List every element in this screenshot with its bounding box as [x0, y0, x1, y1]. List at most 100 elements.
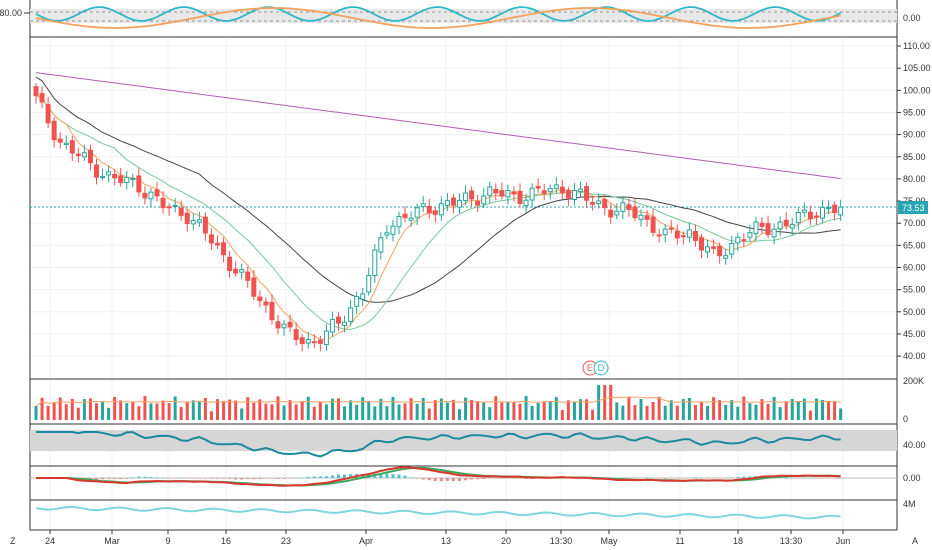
candle	[662, 224, 668, 243]
price-axis-label: 70.00	[903, 218, 926, 228]
volume-bar	[149, 403, 153, 420]
candle	[826, 200, 832, 215]
volume-bar	[119, 400, 123, 420]
candle	[172, 198, 178, 213]
volume-bar	[687, 397, 691, 420]
volume-bar	[82, 399, 86, 420]
candle	[686, 222, 692, 243]
macd-hist-bar	[627, 478, 631, 479]
time-axis[interactable]: 24 Mar 9 16 23 Apr 13 20 13:30 May 11 18 13:30 Jun	[45, 530, 850, 546]
candle	[178, 200, 184, 221]
volume-bar	[500, 402, 504, 420]
macd-hist-bar	[512, 478, 516, 479]
volume-bar	[276, 396, 280, 420]
volume-bar	[167, 403, 171, 420]
candle	[336, 312, 341, 331]
macd-hist-bar	[173, 478, 177, 479]
candle	[426, 199, 432, 220]
macd-hist-bar	[724, 478, 728, 479]
time-axis-label: 23	[281, 536, 291, 546]
candle	[602, 194, 608, 216]
macd-hist-bar	[125, 478, 129, 479]
volume-bar	[700, 401, 703, 420]
candle	[723, 248, 729, 265]
volume-bar	[451, 399, 455, 420]
candle	[160, 191, 166, 214]
zoom-corner-button[interactable]: Z	[10, 536, 16, 546]
macd-hist-bar	[651, 477, 655, 479]
macd-hist-bar	[784, 477, 788, 478]
candle	[51, 117, 57, 148]
macd-hist-bar	[155, 477, 159, 478]
volume-bar	[330, 398, 334, 420]
candle	[789, 218, 795, 236]
price-axis-label: 100.00	[903, 85, 931, 95]
macd-hist-bar	[476, 478, 480, 480]
volume-bar	[470, 400, 474, 420]
event-markers[interactable]: E D	[582, 360, 609, 376]
macd-hist-bar	[718, 478, 722, 479]
volume-bar	[530, 405, 534, 420]
candle	[559, 179, 565, 199]
candle	[717, 242, 723, 264]
macd-hist-bar	[742, 476, 746, 478]
volume-bar	[137, 406, 141, 420]
macd-hist-bar	[657, 478, 661, 479]
volume-bar	[488, 407, 492, 420]
candle	[541, 183, 547, 201]
macd-hist-bar	[482, 478, 486, 479]
macd-hist-bar	[379, 473, 383, 478]
macd-hist-bar	[137, 476, 141, 478]
volume-bar	[802, 398, 806, 420]
volume-bar	[143, 396, 147, 420]
macd-hist-bar	[827, 478, 831, 479]
price-axis-label: 40.00	[903, 351, 926, 361]
macd-hist-bar	[288, 478, 292, 479]
candle	[735, 232, 741, 251]
macd-hist-bar	[730, 477, 734, 479]
volume-bar	[70, 399, 74, 420]
volume-bar	[240, 408, 244, 420]
volume-bar	[397, 404, 401, 420]
volume-bar	[209, 411, 213, 420]
volume-bar	[633, 405, 637, 420]
pane-separators	[29, 0, 898, 531]
volume-bar	[615, 402, 619, 420]
candle	[511, 186, 517, 202]
volume-bar	[458, 409, 461, 420]
macd-hist-bar	[712, 478, 716, 479]
macd-hist-bar	[276, 478, 280, 479]
macd-hist-bar	[107, 478, 111, 480]
rsi-pane	[30, 430, 897, 458]
ma-20-line	[35, 95, 841, 330]
macd-hist-bar	[149, 477, 153, 478]
volume-bar	[494, 396, 498, 420]
volume-bar	[518, 403, 522, 420]
ma-10-line	[35, 95, 841, 341]
candle	[293, 322, 299, 346]
candle	[378, 232, 384, 260]
auto-scale-button[interactable]: A	[912, 536, 918, 546]
ma-50-line	[35, 76, 841, 303]
candle	[838, 199, 844, 221]
candle	[166, 203, 172, 216]
macd-hist-bar	[324, 476, 328, 478]
candle	[354, 291, 360, 314]
macd-hist-bar	[403, 475, 407, 478]
dividend-marker[interactable]	[593, 360, 609, 376]
candle	[136, 168, 142, 197]
macd-hist-bar	[736, 477, 740, 478]
macd-hist-bar	[209, 478, 213, 479]
volume-bar	[52, 402, 56, 420]
volume-bar	[524, 396, 528, 420]
volume-bar	[681, 399, 685, 420]
obv-axis-label: 4M	[903, 499, 916, 509]
volume-bar	[379, 398, 383, 420]
volume-bar	[778, 407, 782, 420]
volume-bar	[355, 404, 359, 420]
candle	[75, 147, 81, 163]
candle	[469, 186, 475, 207]
candle	[348, 299, 354, 326]
price-axis-label: 85.00	[903, 152, 926, 162]
